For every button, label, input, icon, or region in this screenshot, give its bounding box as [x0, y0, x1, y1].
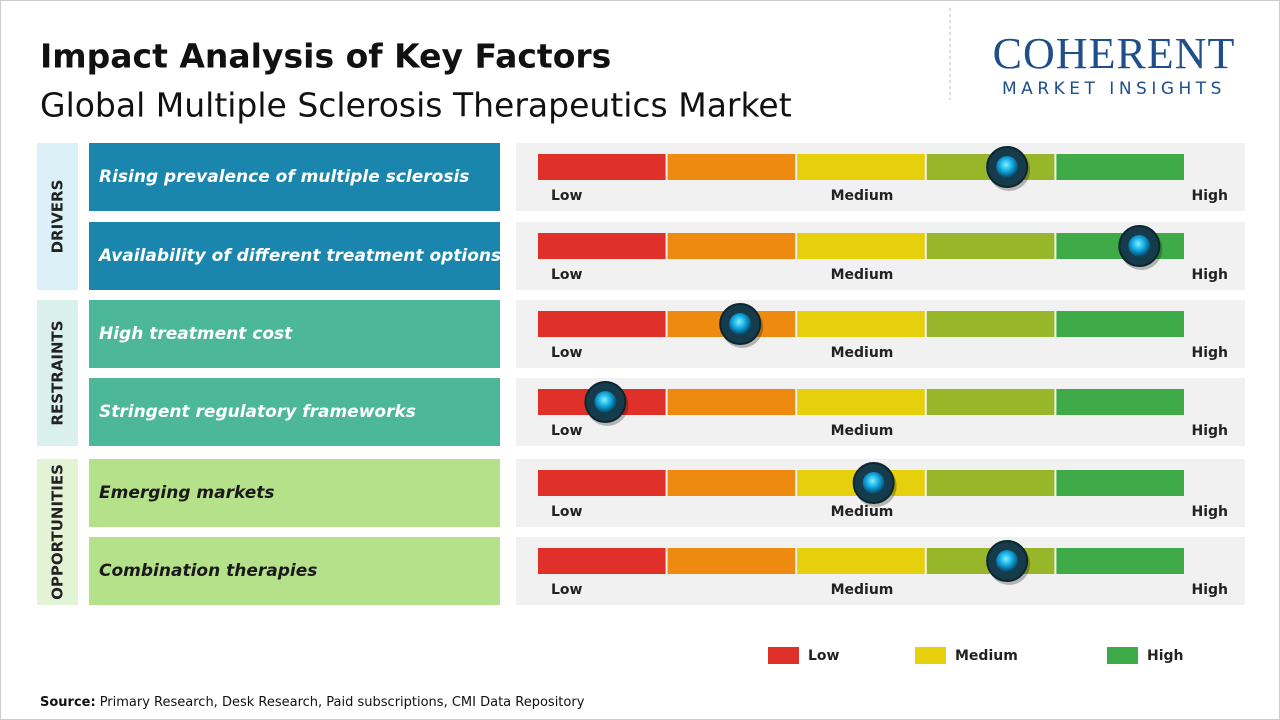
gauge-segment	[797, 548, 925, 574]
gauge-segment	[926, 311, 1055, 337]
scale-label: High	[1191, 582, 1228, 598]
group-label: DRIVERS	[49, 180, 67, 254]
factor-box	[89, 378, 500, 446]
gauge-segment	[667, 470, 796, 496]
source-text: Primary Research, Desk Research, Paid su…	[100, 695, 585, 710]
chart: DRIVERS Rising prevalence of multiple scl…	[37, 143, 1245, 664]
gauge-segment	[667, 548, 796, 574]
gauge-segment	[538, 154, 666, 180]
gauge-segment	[538, 470, 666, 496]
group-label: OPPORTUNITIES	[49, 464, 67, 600]
knob-core	[996, 550, 1019, 572]
gauge-segment	[797, 389, 925, 415]
knob-core	[996, 156, 1019, 178]
legend-label: Low	[808, 648, 840, 664]
gauge-segment	[797, 233, 925, 259]
gauge-segment	[1056, 470, 1184, 496]
factor-box	[89, 459, 500, 527]
scale-label: High	[1191, 423, 1228, 439]
gauge-segment	[1056, 311, 1184, 337]
knob-core	[594, 391, 617, 413]
factor-label: Emerging markets	[99, 483, 274, 503]
scale-label: High	[1191, 267, 1228, 283]
scale-label: Low	[551, 267, 583, 283]
gauge-segment	[1056, 389, 1184, 415]
gauge-segment	[926, 389, 1055, 415]
scale-label: Low	[551, 345, 583, 361]
factor-box	[89, 222, 500, 290]
group-label-box	[37, 459, 78, 605]
subtitle: Global Multiple Sclerosis Therapeutics M…	[40, 86, 792, 125]
gauge-segment	[797, 154, 925, 180]
logo-tagline: MARKET INSIGHTS	[1002, 79, 1226, 99]
knob-core	[1128, 235, 1151, 257]
gauge-segment	[538, 548, 666, 574]
factor-box	[89, 143, 500, 211]
scale-label: Medium	[831, 188, 894, 204]
gauge-segment	[667, 154, 796, 180]
scale-label: Medium	[831, 267, 894, 283]
gauge-segment	[538, 311, 666, 337]
gauge-segment	[667, 389, 796, 415]
factor-label: Stringent regulatory frameworks	[99, 402, 416, 422]
title: Impact Analysis of Key Factors	[40, 37, 611, 76]
logo-name: COHERENT	[993, 29, 1236, 78]
knob-core	[862, 472, 885, 494]
source-label: Source:	[40, 695, 96, 710]
knob-core	[729, 313, 752, 335]
scale-label: Low	[551, 504, 583, 520]
legend-label: Medium	[955, 648, 1018, 664]
gauge-segment	[797, 311, 925, 337]
scale-label: Medium	[831, 345, 894, 361]
factor-label: Availability of different treatment opti…	[97, 246, 501, 266]
scale-label: Low	[551, 188, 583, 204]
legend-swatch	[1107, 647, 1138, 664]
group-label-box	[37, 300, 78, 446]
scale-label: High	[1191, 345, 1228, 361]
scale-label: High	[1191, 188, 1228, 204]
scale-label: Medium	[831, 504, 894, 520]
legend-label: High	[1147, 648, 1184, 664]
gauge-segment	[926, 470, 1055, 496]
legend-swatch	[768, 647, 799, 664]
gauge-segment	[1056, 548, 1184, 574]
scale-label: Medium	[831, 582, 894, 598]
legend-swatch	[915, 647, 946, 664]
gauge-segment	[1056, 154, 1184, 180]
scale-label: Low	[551, 582, 583, 598]
gauge-segment	[926, 233, 1055, 259]
scale-label: Medium	[831, 423, 894, 439]
scale-label: Low	[551, 423, 583, 439]
factor-label: Combination therapies	[99, 561, 317, 581]
gauge-segment	[538, 233, 666, 259]
source: Source: Primary Research, Desk Research, …	[40, 695, 585, 710]
factor-box	[89, 537, 500, 605]
factor-box	[89, 300, 500, 368]
scale-label: High	[1191, 504, 1228, 520]
group-label: RESTRAINTS	[49, 320, 67, 425]
gauge-segment	[667, 233, 796, 259]
group-label-box	[37, 143, 78, 290]
factor-label: Rising prevalence of multiple sclerosis	[99, 167, 469, 187]
factor-label: High treatment cost	[99, 324, 293, 344]
